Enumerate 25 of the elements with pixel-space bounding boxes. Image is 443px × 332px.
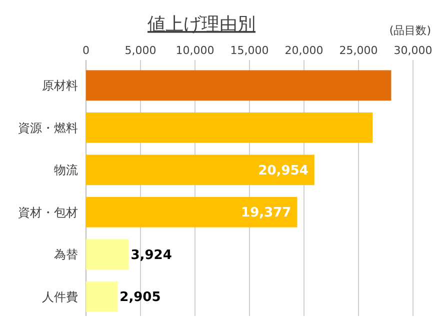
- x-tick-label: 5,000: [124, 44, 156, 57]
- data-label: 2,905: [120, 290, 161, 306]
- x-tick-label: 0: [82, 44, 90, 57]
- x-tick-label: 10,000: [176, 44, 214, 57]
- bar: [86, 112, 373, 143]
- y-tick-label: 資材・包材: [18, 205, 78, 220]
- data-label: 3,924: [130, 248, 172, 263]
- y-tick-label: 物流: [54, 163, 78, 178]
- y-tick-label: 原材料: [42, 78, 78, 93]
- x-tick-label: 20,000: [284, 44, 324, 57]
- y-tick-label: 資源・燃料: [18, 120, 78, 135]
- chart-subtitle: (品目数): [389, 24, 431, 37]
- bar: [86, 196, 298, 228]
- y-tick-label: 人件費: [42, 290, 78, 304]
- chart-title: 値上げ理由別: [148, 14, 256, 35]
- bar: [86, 239, 129, 270]
- bar: [86, 281, 118, 312]
- x-tick-label: 15,000: [230, 44, 269, 57]
- data-label: 20,954: [258, 163, 308, 178]
- x-tick-label: 30,000: [394, 44, 432, 57]
- y-tick-label: 為替: [54, 248, 78, 262]
- bar: [86, 70, 392, 101]
- bar: [86, 154, 314, 186]
- data-label: 19,377: [241, 206, 292, 221]
- x-tick-label: 25,000: [339, 44, 378, 57]
